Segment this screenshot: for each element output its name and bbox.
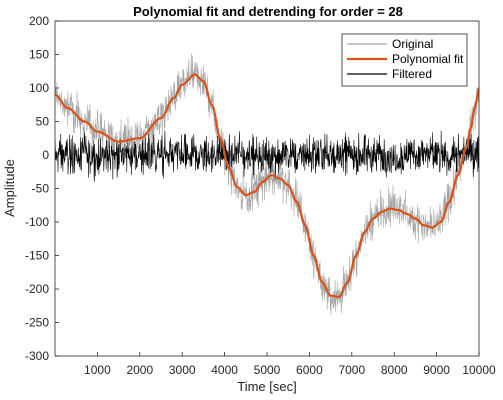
x-tick-label: 2000 — [126, 363, 153, 377]
series-original-line — [55, 53, 479, 316]
y-axis: 200 150 100 50 0 -50 -100 -150 -200 -250 -300 — [25, 14, 59, 363]
x-tick-label: 1000 — [84, 363, 111, 377]
x-tick-label: 10000 — [462, 363, 496, 377]
x-tick-label: 9000 — [423, 363, 450, 377]
y-axis-label: Amplitude — [2, 159, 17, 217]
y-tick-label: 200 — [29, 14, 49, 28]
legend-label: Polynomial fit — [392, 52, 464, 66]
y-tick-label: -200 — [25, 282, 49, 296]
y-tick-label: 100 — [29, 81, 49, 95]
series-polynomial-fit-line — [55, 73, 479, 299]
y-tick-label: 0 — [42, 148, 49, 162]
y-tick-label: -150 — [25, 249, 49, 263]
y-tick-label: 150 — [29, 48, 49, 62]
x-axis-label: Time [sec] — [237, 379, 296, 394]
x-tick-label: 8000 — [381, 363, 408, 377]
x-tick-label: 7000 — [338, 363, 365, 377]
y-tick-label: -50 — [32, 182, 50, 196]
x-tick-label: 6000 — [296, 363, 323, 377]
y-tick-label: -100 — [25, 215, 49, 229]
chart-title: Polynomial fit and detrending for order … — [133, 4, 403, 19]
legend-label: Original — [392, 37, 433, 51]
plot-area — [55, 53, 479, 316]
legend-label: Filtered — [392, 67, 432, 81]
x-tick-label: 3000 — [169, 363, 196, 377]
series-filtered-line — [55, 130, 479, 182]
y-tick-label: -300 — [25, 349, 49, 363]
x-axis: 1000 2000 3000 4000 5000 6000 7000 8000 9000 1000… — [84, 352, 496, 377]
y-tick-label: 50 — [36, 115, 50, 129]
x-tick-label: 4000 — [211, 363, 238, 377]
x-tick-label: 5000 — [254, 363, 281, 377]
y-tick-label: -250 — [25, 316, 49, 330]
